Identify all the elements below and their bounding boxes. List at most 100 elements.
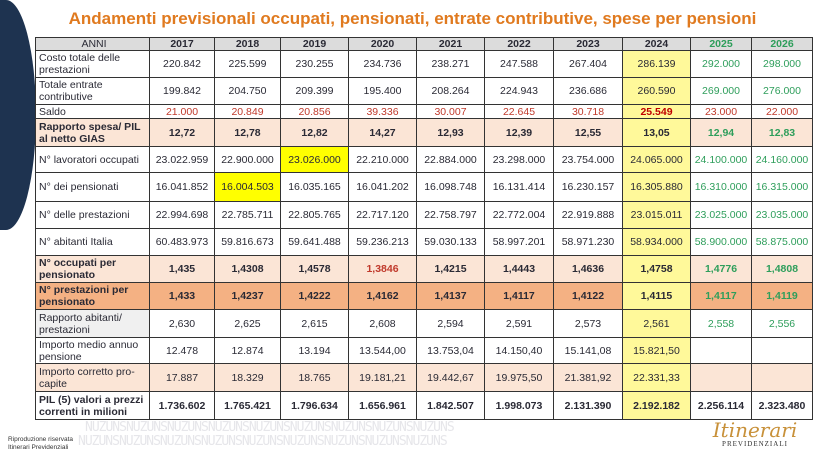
table-cell: 19.181,21 — [348, 363, 417, 392]
table-cell: 12,55 — [553, 118, 623, 147]
table-cell: 23.035.000 — [751, 201, 813, 229]
table-cell: 220.842 — [149, 50, 215, 78]
table-cell: 195.400 — [348, 77, 417, 105]
table-cell: 12,94 — [690, 118, 752, 147]
table-row: N° prestazioni per pensionato 1,433 1,4237… — [35, 282, 813, 310]
table-cell: 12.478 — [149, 337, 215, 364]
table-cell: 16.310.000 — [690, 172, 752, 202]
table-cell: 2,594 — [416, 309, 485, 338]
table-cell: 22.884.000 — [416, 146, 485, 173]
table-cell: 12,93 — [416, 118, 485, 147]
table-cell: 236.686 — [553, 77, 623, 105]
table-cell: 1,4137 — [416, 282, 485, 310]
table-cell: 286.139 — [622, 50, 691, 78]
table-cell: 1,4443 — [484, 255, 554, 283]
table-cell: 199.842 — [149, 77, 215, 105]
table-row: N° dei pensionati 16.041.852 16.004.503 16.… — [35, 172, 813, 202]
column-header: 2020 — [348, 37, 417, 51]
table-cell: 12,78 — [214, 118, 281, 147]
table-cell: 60.483.973 — [149, 228, 215, 256]
table-cell: 13.544,00 — [348, 337, 417, 364]
table-cell: 30.007 — [416, 104, 485, 119]
table-cell: 25.549 — [622, 104, 691, 119]
table-cell: 2,558 — [690, 309, 752, 338]
table-cell: 1,4162 — [348, 282, 417, 310]
table-cell: 1,4578 — [280, 255, 349, 283]
table-cell: 16.098.748 — [416, 172, 485, 202]
table-row: Costo totale delle prestazioni 220.842 225… — [35, 50, 813, 78]
table-cell: 1.765.421 — [214, 391, 281, 420]
table-row: N° abitanti Italia 60.483.973 59.816.673 59… — [35, 228, 813, 256]
table-cell: 22.772.004 — [484, 201, 554, 229]
table-cell: 16.131.414 — [484, 172, 554, 202]
table-cell: 59.816.673 — [214, 228, 281, 256]
header-row: ANNI 2017 2018 2019 2020 2021 2022 2023 2024 2025… — [35, 37, 813, 51]
table-cell: 2,625 — [214, 309, 281, 338]
table-cell: 234.736 — [348, 50, 417, 78]
row-label: N° lavoratori occupati — [35, 146, 150, 173]
table-cell: 1,4122 — [553, 282, 623, 310]
logo-subtitle: PREVIDENZIALI — [722, 440, 788, 448]
table-cell: 16.041.202 — [348, 172, 417, 202]
table-cell: 22.645 — [484, 104, 554, 119]
row-label: Importo medio annuo pensione — [35, 337, 150, 364]
table-cell: 22.785.711 — [214, 201, 281, 229]
table-cell: 23.022.959 — [149, 146, 215, 173]
column-header: 2017 — [149, 37, 215, 51]
table-cell: 267.404 — [553, 50, 623, 78]
table-cell: 23.015.011 — [622, 201, 691, 229]
row-label: Rapporto abitanti/ prestazioni — [35, 309, 150, 338]
table-cell: 1.796.634 — [280, 391, 349, 420]
table-cell: 39.336 — [348, 104, 417, 119]
table-row: Rapporto spesa/ PIL al netto GIAS 12,72 12… — [35, 118, 813, 147]
table-cell: 1,435 — [149, 255, 215, 283]
row-label: Rapporto spesa/ PIL al netto GIAS — [35, 118, 150, 147]
table-cell: 238.271 — [416, 50, 485, 78]
table-cell: 1,4115 — [622, 282, 691, 310]
table-cell: 13.753,04 — [416, 337, 485, 364]
table-cell: 2,591 — [484, 309, 554, 338]
table-cell: 1.736.602 — [149, 391, 215, 420]
column-header: 2026 — [751, 37, 813, 51]
itinerari-logo: Itinerari PREVIDENZIALI — [700, 420, 810, 448]
table-cell: 16.230.157 — [553, 172, 623, 202]
table-cell: 22.210.000 — [348, 146, 417, 173]
table-cell: 18.329 — [214, 363, 281, 392]
table-cell: 298.000 — [751, 50, 813, 78]
row-label: Costo totale delle prestazioni — [35, 50, 150, 78]
table-row: Importo medio annuo pensione 12.478 12.874… — [35, 337, 813, 364]
table-cell: 269.000 — [690, 77, 752, 105]
table-cell: 13,05 — [622, 118, 691, 147]
table-cell: 292.000 — [690, 50, 752, 78]
table-cell: 230.255 — [280, 50, 349, 78]
table-cell: 59.236.213 — [348, 228, 417, 256]
column-header: 2023 — [553, 37, 623, 51]
row-label: Importo corretto pro-capite — [35, 363, 150, 392]
row-label: PIL (5) valori a prezzi correnti in mili… — [35, 391, 150, 420]
table-cell: 1.998.073 — [484, 391, 554, 420]
table-cell: 22.994.698 — [149, 201, 215, 229]
table-cell: 19.442,67 — [416, 363, 485, 392]
table-cell: 24.160.000 — [751, 146, 813, 173]
table-cell: 13.194 — [280, 337, 349, 364]
table-cell: 12,82 — [280, 118, 349, 147]
table-row: PIL (5) valori a prezzi correnti in mili… — [35, 391, 813, 420]
table-cell: 16.041.852 — [149, 172, 215, 202]
table-cell: 23.754.000 — [553, 146, 623, 173]
table-cell: 1,433 — [149, 282, 215, 310]
table-cell: 2,556 — [751, 309, 813, 338]
table-cell: 1,4117 — [690, 282, 752, 310]
table-cell: 21.381,92 — [553, 363, 623, 392]
table-cell: 21.000 — [149, 104, 215, 119]
table-cell: 16.004.503 — [214, 172, 281, 202]
footer-line-1: Riproduzione riservata — [8, 436, 74, 443]
table-cell — [690, 337, 752, 364]
table-cell: 23.298.000 — [484, 146, 554, 173]
table-cell: 209.399 — [280, 77, 349, 105]
table-cell: 58.934.000 — [622, 228, 691, 256]
table-cell: 14,27 — [348, 118, 417, 147]
footer-copyright: Riproduzione riservata Itinerari Previde… — [8, 436, 73, 452]
table-cell: 276.000 — [751, 77, 813, 105]
table-cell: 22.331,33 — [622, 363, 691, 392]
row-label: N° delle prestazioni — [35, 201, 150, 229]
